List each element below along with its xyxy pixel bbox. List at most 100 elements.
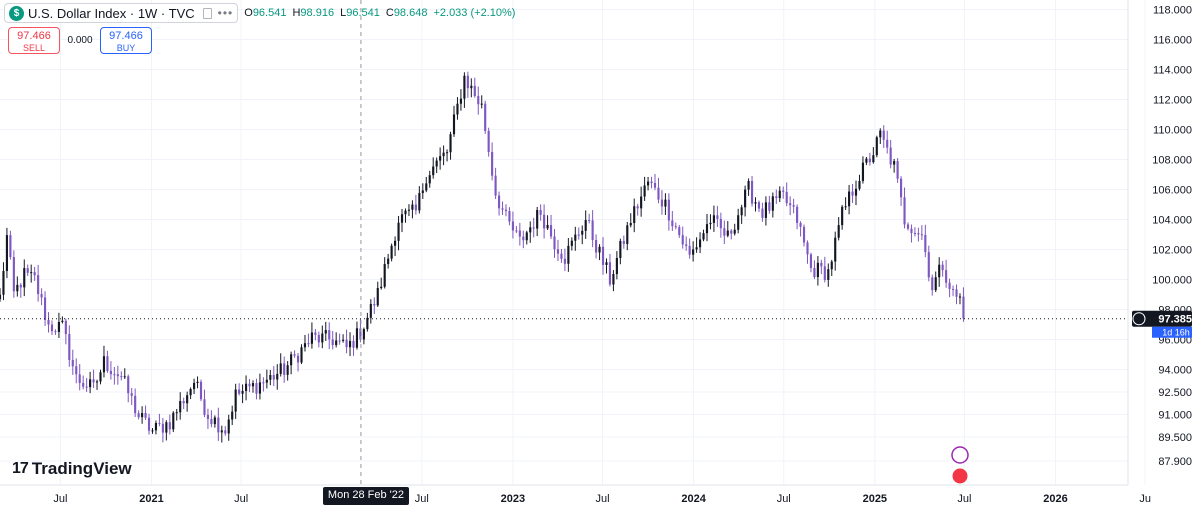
- candle-body[interactable]: [300, 347, 303, 363]
- candle-body[interactable]: [837, 225, 840, 238]
- candle-body[interactable]: [400, 214, 404, 223]
- candle-body[interactable]: [899, 178, 903, 198]
- candle-body[interactable]: [841, 206, 844, 226]
- more-icon[interactable]: •••: [217, 6, 234, 20]
- candle-body[interactable]: [435, 160, 438, 167]
- candle-body[interactable]: [924, 234, 927, 253]
- candle-body[interactable]: [40, 294, 43, 298]
- candle-body[interactable]: [473, 85, 476, 97]
- candle-body[interactable]: [321, 333, 324, 343]
- candle-body[interactable]: [269, 374, 272, 380]
- candle-body[interactable]: [612, 274, 615, 285]
- candle-body[interactable]: [601, 246, 605, 265]
- candle-body[interactable]: [671, 220, 674, 227]
- candle-body[interactable]: [570, 240, 573, 246]
- candle-body[interactable]: [130, 393, 133, 396]
- candle-body[interactable]: [78, 374, 81, 384]
- candle-body[interactable]: [57, 321, 60, 332]
- candle-body[interactable]: [23, 268, 26, 288]
- candle-body[interactable]: [220, 430, 223, 433]
- candle-body[interactable]: [286, 365, 289, 375]
- candle-body[interactable]: [608, 262, 612, 285]
- candle-body[interactable]: [407, 209, 411, 211]
- candle-body[interactable]: [50, 324, 54, 332]
- candle-body[interactable]: [348, 340, 352, 348]
- candle-body[interactable]: [144, 413, 147, 418]
- candle-body[interactable]: [581, 230, 584, 235]
- candle-body[interactable]: [851, 191, 854, 196]
- symbol-title[interactable]: U.S. Dollar Index · 1W · TVC: [28, 5, 195, 21]
- candle-body[interactable]: [754, 202, 757, 204]
- candle-body[interactable]: [206, 414, 210, 419]
- candle-body[interactable]: [927, 252, 930, 278]
- candle-body[interactable]: [629, 223, 632, 226]
- candle-body[interactable]: [508, 211, 511, 222]
- candle-body[interactable]: [5, 235, 9, 272]
- candle-body[interactable]: [120, 376, 123, 378]
- candle-body[interactable]: [359, 328, 362, 340]
- candle-body[interactable]: [934, 277, 937, 291]
- candle-body[interactable]: [251, 383, 255, 387]
- candle-body[interactable]: [792, 205, 795, 207]
- candle-body[interactable]: [560, 253, 563, 259]
- candle-body[interactable]: [660, 199, 664, 207]
- candle-body[interactable]: [95, 381, 99, 383]
- candle-body[interactable]: [802, 226, 806, 243]
- candle-body[interactable]: [345, 339, 348, 348]
- candle-body[interactable]: [293, 354, 296, 356]
- candle-body[interactable]: [12, 257, 15, 292]
- candle-body[interactable]: [328, 330, 331, 340]
- candle-body[interactable]: [497, 195, 501, 209]
- candle-body[interactable]: [688, 245, 691, 255]
- candle-body[interactable]: [854, 188, 858, 196]
- candle-body[interactable]: [186, 395, 189, 404]
- candle-body[interactable]: [539, 210, 542, 215]
- candle-body[interactable]: [737, 215, 740, 230]
- candle-body[interactable]: [532, 227, 535, 229]
- candle-body[interactable]: [633, 206, 636, 224]
- candle-body[interactable]: [43, 297, 47, 320]
- candle-body[interactable]: [653, 182, 657, 188]
- candle-body[interactable]: [879, 130, 882, 138]
- candle-body[interactable]: [224, 430, 227, 434]
- candle-body[interactable]: [238, 389, 241, 394]
- candle-body[interactable]: [421, 190, 424, 194]
- candle-body[interactable]: [577, 234, 580, 236]
- candle-body[interactable]: [723, 228, 726, 236]
- candle-body[interactable]: [525, 232, 528, 241]
- candle-body[interactable]: [546, 225, 549, 229]
- candle-body[interactable]: [584, 220, 587, 231]
- candle-body[interactable]: [910, 228, 913, 233]
- candle-body[interactable]: [796, 206, 799, 223]
- candle-body[interactable]: [913, 232, 917, 234]
- candle-body[interactable]: [383, 264, 386, 287]
- candle-body[interactable]: [945, 270, 948, 283]
- candle-body[interactable]: [213, 417, 216, 425]
- candle-body[interactable]: [158, 422, 161, 424]
- candle-body[interactable]: [747, 180, 750, 190]
- candle-body[interactable]: [68, 334, 71, 360]
- symbol-search-button[interactable]: $ U.S. Dollar Index · 1W · TVC •••: [4, 3, 239, 23]
- candle-body[interactable]: [165, 422, 168, 433]
- candle-body[interactable]: [425, 183, 428, 191]
- candle-body[interactable]: [948, 282, 951, 289]
- candle-body[interactable]: [698, 239, 702, 248]
- candle-body[interactable]: [414, 204, 417, 211]
- candle-body[interactable]: [362, 329, 365, 340]
- candle-body[interactable]: [2, 271, 5, 295]
- candle-body[interactable]: [262, 382, 265, 384]
- candle-body[interactable]: [685, 244, 688, 246]
- candle-body[interactable]: [491, 151, 494, 176]
- candle-body[interactable]: [244, 383, 248, 391]
- candle-body[interactable]: [726, 230, 729, 236]
- candle-body[interactable]: [615, 258, 618, 275]
- candle-body[interactable]: [868, 158, 871, 163]
- candle-body[interactable]: [865, 158, 868, 163]
- candle-body[interactable]: [390, 245, 393, 259]
- candle-body[interactable]: [154, 422, 158, 431]
- candle-body[interactable]: [99, 372, 102, 382]
- candle-body[interactable]: [882, 130, 885, 140]
- buy-button[interactable]: 97.466 BUY: [100, 27, 152, 54]
- candle-body[interactable]: [37, 275, 40, 295]
- candle-body[interactable]: [827, 269, 830, 280]
